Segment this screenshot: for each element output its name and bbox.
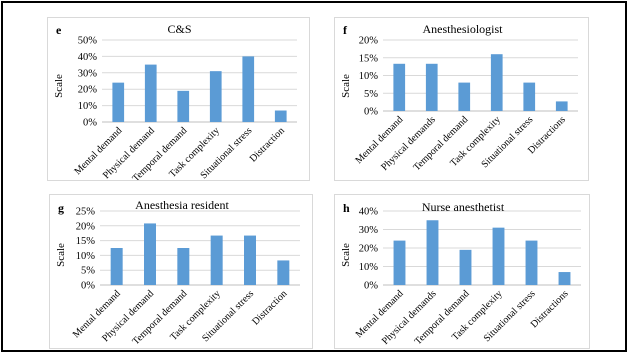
bar (523, 82, 536, 111)
bar (210, 235, 223, 285)
y-tick-label: 0% (364, 107, 378, 118)
y-tick-label: 20% (78, 85, 98, 96)
y-tick-label: 20% (76, 221, 96, 232)
y-tick-label: 40% (78, 52, 98, 63)
y-tick-label: 25% (76, 207, 96, 218)
bar (277, 260, 290, 285)
bar (177, 248, 190, 285)
bar (426, 220, 439, 285)
bar (110, 248, 123, 285)
bar (274, 110, 287, 122)
bar (244, 235, 256, 285)
y-tick-label: 15% (76, 236, 96, 247)
panel-letter: e (56, 23, 62, 37)
bar (459, 249, 472, 285)
panel-letter: h (343, 201, 350, 215)
y-tick-label: 10% (76, 251, 96, 262)
bar (144, 64, 157, 122)
bar (393, 63, 406, 111)
y-tick-label: 5% (81, 266, 95, 277)
bar (490, 54, 503, 111)
chart-panel-f: 0% 5% 10% 15% 20% Mental demand Physical deman… (334, 17, 589, 181)
y-tick-label: 30% (78, 68, 98, 79)
y-tick-label: 5% (364, 89, 378, 100)
y-axis-label: Scale (55, 243, 67, 267)
bar (112, 82, 125, 122)
panel-letter: g (58, 201, 64, 215)
panel-letter: f (343, 23, 347, 37)
y-axis-label: Scale (340, 243, 352, 267)
chart-panel-e: 0% 10% 20% 30% 40% 50% Mental demand Physical d… (47, 17, 310, 181)
y-tick-label: 0% (364, 281, 378, 292)
y-tick-label: 50% (78, 36, 98, 47)
chart-title: Nurse anesthetist (421, 200, 505, 214)
bar (177, 90, 190, 122)
bar (458, 82, 471, 111)
y-tick-label: 10% (78, 101, 98, 112)
bar (492, 227, 505, 285)
bar (144, 223, 156, 285)
y-axis-label: Scale (340, 74, 352, 98)
bar (558, 272, 571, 285)
x-tick-label: Distraction (250, 288, 289, 327)
chart-panel-h: 0% 10% 20% 30% 40% Mental demand Physical dema… (334, 194, 590, 349)
y-tick-label: 20% (359, 244, 379, 255)
chart-title: Anesthesia resident (135, 198, 229, 212)
y-tick-label: 10% (359, 262, 379, 273)
bar (209, 71, 222, 122)
y-tick-label: 30% (359, 225, 379, 236)
y-tick-label: 0% (81, 281, 95, 292)
y-tick-label: 15% (359, 53, 379, 64)
y-axis-label: Scale (53, 74, 65, 98)
chart-title: C&S (167, 22, 192, 36)
x-tick-label: Distraction (248, 125, 287, 164)
bar (242, 56, 255, 122)
y-tick-label: 10% (359, 71, 379, 82)
bar (525, 240, 538, 285)
bar (393, 240, 406, 285)
y-tick-label: 40% (359, 207, 379, 218)
y-tick-label: 0% (83, 118, 97, 129)
y-tick-label: 20% (359, 36, 379, 47)
bar (555, 101, 568, 111)
bar (425, 63, 438, 111)
chart-panel-g: 0% 5% 10% 15% 20% 25% Mental demand Physical de… (49, 194, 313, 349)
chart-title: Anesthesiologist (422, 22, 503, 36)
